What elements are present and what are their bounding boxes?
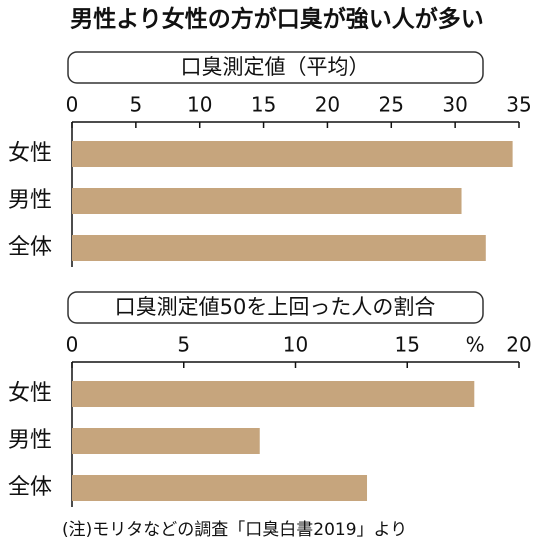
x-tick-label: 20 (315, 93, 340, 117)
x-tick-label: 30 (442, 93, 467, 117)
x-tick-label: 0 (66, 93, 79, 117)
x-tick-label: 5 (129, 93, 142, 117)
x-tick-label: 15 (251, 93, 276, 117)
unit-label: % (466, 333, 485, 357)
bar (72, 141, 513, 167)
subtitle-box (67, 51, 484, 84)
y-tick-label: 男性 (8, 428, 52, 453)
x-tick-label: 5 (177, 333, 190, 357)
y-tick-label: 男性 (8, 188, 52, 213)
bar (72, 235, 486, 261)
y-tick-label: 全体 (8, 475, 52, 500)
x-tick-label: 20 (506, 333, 531, 357)
bar (72, 428, 260, 454)
bar (72, 188, 462, 214)
x-tick-label: 15 (395, 333, 420, 357)
bar (72, 475, 368, 501)
subtitle: 口臭測定値（平均） (181, 55, 370, 79)
x-tick-label: 35 (506, 93, 531, 117)
x-tick-label: 10 (283, 333, 308, 357)
bar (72, 381, 475, 407)
note: (注)モリタなどの調査「口臭白書2019」より (62, 520, 407, 540)
x-tick-label: 10 (187, 93, 212, 117)
y-tick-label: 女性 (8, 381, 52, 406)
subtitle-box (67, 291, 484, 324)
subtitle: 口臭測定値50を上回った人の割合 (115, 295, 436, 319)
x-tick-label: 0 (66, 333, 79, 357)
x-tick-label: 25 (379, 93, 404, 117)
y-tick-label: 女性 (8, 141, 52, 166)
y-tick-label: 全体 (8, 235, 52, 260)
chart-title: 男性より女性の方が口臭が強い人が多い (70, 6, 484, 33)
